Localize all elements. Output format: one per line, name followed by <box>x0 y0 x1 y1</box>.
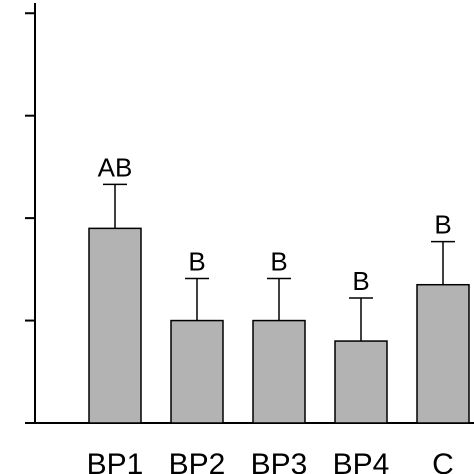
category-label-bp4: BP4 <box>333 448 390 474</box>
significance-label-c: B <box>434 210 451 240</box>
category-label-c: C <box>432 448 454 474</box>
bar-bp2 <box>170 319 224 424</box>
bar-bp3 <box>252 319 306 424</box>
significance-label-bp2: B <box>188 247 205 277</box>
bar-series <box>88 183 470 424</box>
significance-label-bp1: AB <box>98 152 133 182</box>
category-label-bp2: BP2 <box>169 448 226 474</box>
bar-c <box>416 283 470 424</box>
significance-label-bp4: B <box>352 266 369 296</box>
category-label-bp3: BP3 <box>251 448 308 474</box>
significance-label-bp3: B <box>270 247 287 277</box>
bar-bp1 <box>88 227 142 424</box>
category-label-bp1: BP1 <box>87 448 144 474</box>
category-labels: AB BP1 B BP2 B BP3 B BP4 B C <box>87 152 454 474</box>
bar-bp4 <box>334 340 388 424</box>
